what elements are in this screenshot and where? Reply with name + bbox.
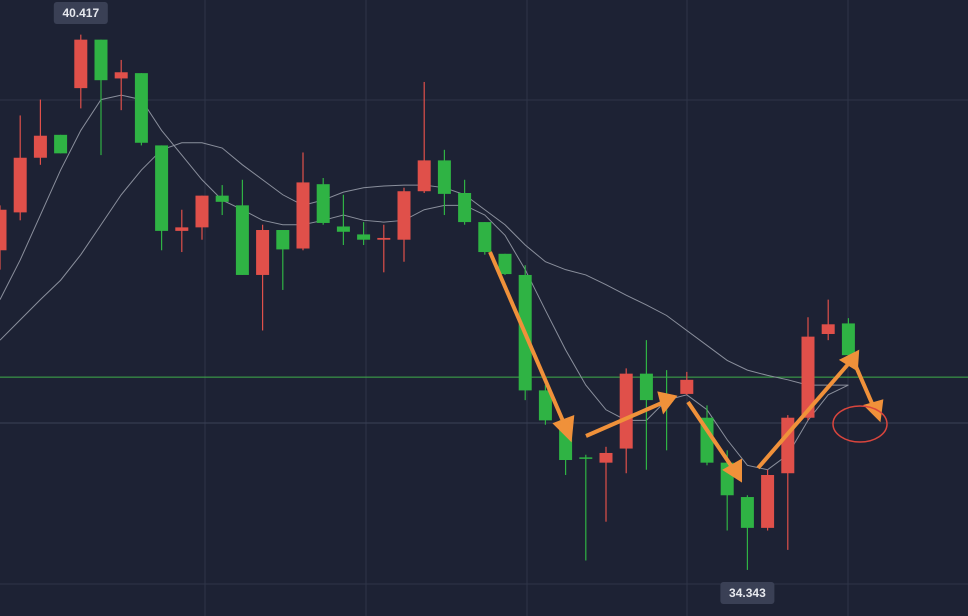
- candle-body: [235, 205, 249, 275]
- arrow-head: [657, 391, 678, 415]
- candle-body: [316, 184, 330, 223]
- price-tag-label: 40.417: [62, 6, 99, 20]
- candle-body: [538, 390, 552, 421]
- labels: 40.417 34.343: [53, 2, 775, 604]
- candle-body: [761, 474, 775, 528]
- price-tag-box: [720, 582, 775, 604]
- arrow-head: [552, 414, 575, 443]
- candle-body: [155, 145, 169, 231]
- candle-body: [215, 195, 229, 202]
- candle-body: [478, 222, 492, 253]
- candle-body: [498, 253, 512, 275]
- candle-body: [740, 497, 754, 528]
- highlight-circle: [832, 405, 888, 443]
- candle-body: [296, 182, 310, 249]
- candle-body: [377, 237, 391, 240]
- candle-body: [579, 457, 593, 459]
- arrow: [852, 361, 876, 409]
- candle-body: [336, 226, 350, 232]
- candle-body: [13, 157, 27, 213]
- arrow-head: [863, 399, 884, 423]
- candle-body: [417, 160, 431, 192]
- candle-body: [841, 323, 855, 356]
- candle-body: [276, 230, 290, 250]
- candle-body: [175, 227, 189, 231]
- candle-body: [134, 73, 148, 143]
- candle-body: [821, 324, 835, 334]
- candle-body: [195, 195, 209, 228]
- candle-body: [94, 39, 108, 81]
- candle-body: [801, 336, 815, 418]
- price-tag-box: [53, 2, 108, 24]
- candle-body: [74, 39, 88, 89]
- arrow-head: [722, 458, 742, 483]
- candle-body: [619, 373, 633, 449]
- arrow: [756, 360, 852, 470]
- candle-body: [437, 160, 451, 194]
- arrow: [585, 400, 665, 438]
- candle-body: [458, 192, 472, 223]
- candle-body: [700, 417, 714, 463]
- candle-body: [680, 379, 694, 394]
- price-tag-label: 34.343: [729, 586, 766, 600]
- arrow: [686, 400, 736, 472]
- candle-body: [114, 72, 128, 79]
- candle-body: [256, 230, 270, 275]
- price-tag: 40.417: [53, 2, 108, 24]
- annotations: [488, 251, 888, 483]
- plot: [0, 34, 968, 570]
- price-tag: 34.343: [720, 582, 775, 604]
- candle-body: [357, 234, 371, 240]
- candle-body: [0, 209, 7, 251]
- candle-body: [599, 452, 613, 463]
- candle-body: [54, 134, 68, 154]
- candle-body: [33, 135, 47, 158]
- candle-body: [397, 191, 411, 240]
- candle-body: [639, 373, 653, 401]
- arrow: [488, 251, 568, 429]
